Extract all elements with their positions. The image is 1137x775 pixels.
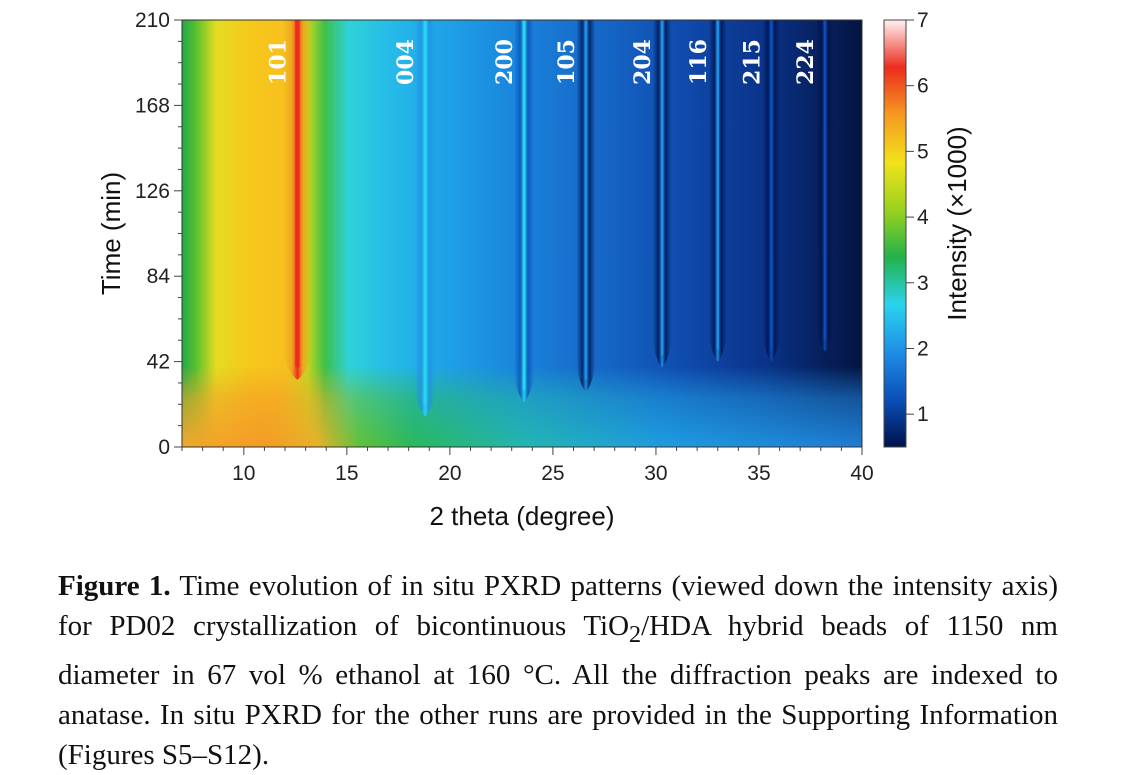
x-tick-label-40: 40 [850,462,873,485]
peak-label-105: 105 [554,39,580,85]
caption-text-part2: /HDA hybrid beads of 1150 nm diameter in… [58,610,1058,771]
peak-core-116 [716,20,720,350]
x-tick-label-25: 25 [541,462,564,485]
peak-core-200 [522,20,526,391]
peak-core-215 [770,20,773,350]
colorbar-tick-label-1: 1 [917,403,929,426]
y-tick-label-210: 210 [135,9,170,32]
peak-label-215: 215 [739,39,765,85]
peak-label-200: 200 [492,39,518,85]
peak-label-004: 004 [393,39,419,85]
colorbar-tick-label-6: 6 [917,75,929,98]
colorbar-tick-label-5: 5 [917,140,929,163]
colorbar [883,19,907,448]
figure-label: Figure 1. [58,570,171,602]
peak-core-105 [584,20,588,380]
colorbar-title: Intensity (×1000) [942,126,972,320]
y-tick-label-84: 84 [147,265,171,288]
y-tick-label-126: 126 [135,180,170,203]
y-axis: 0 42 84 126 168 210 [135,9,182,459]
figure-caption: Figure 1. Time evolution of in situ PXRD… [58,566,1058,775]
x-tick-label-15: 15 [335,462,358,485]
peak-core-004 [423,20,427,405]
peak-label-101: 101 [265,39,291,85]
colorbar-axis: 1 2 3 4 5 6 7 [906,9,929,426]
peak-label-204: 204 [630,39,656,85]
peak-label-116: 116 [686,39,712,85]
y-tick-label-42: 42 [147,351,170,374]
peak-streaks [283,20,834,417]
y-tick-label-168: 168 [135,94,170,117]
x-tick-label-20: 20 [438,462,461,485]
colorbar-tick-label-7: 7 [917,9,929,32]
peak-core-224 [823,20,827,340]
peak-core-204 [660,20,664,356]
colorbar-tick-label-4: 4 [917,206,929,229]
x-axis: 10 15 20 25 30 35 40 [181,447,874,485]
caption-subscript: 2 [629,620,642,648]
caption-text-part1: Time evolution of in situ PXRD patterns … [58,570,1058,642]
x-axis-title: 2 theta (degree) [429,501,614,531]
colorbar-tick-label-3: 3 [917,272,929,295]
peak-label-224: 224 [793,39,819,85]
y-axis-title: Time (min) [96,172,126,295]
y-tick-label-0: 0 [158,436,170,459]
colorbar-tick-label-2: 2 [917,337,929,360]
x-tick-label-10: 10 [232,462,255,485]
peak-labels: 101 004 200 105 204 116 215 224 [265,39,819,85]
x-tick-label-30: 30 [644,462,667,485]
x-tick-label-35: 35 [747,462,770,485]
peak-core-101 [295,20,300,368]
